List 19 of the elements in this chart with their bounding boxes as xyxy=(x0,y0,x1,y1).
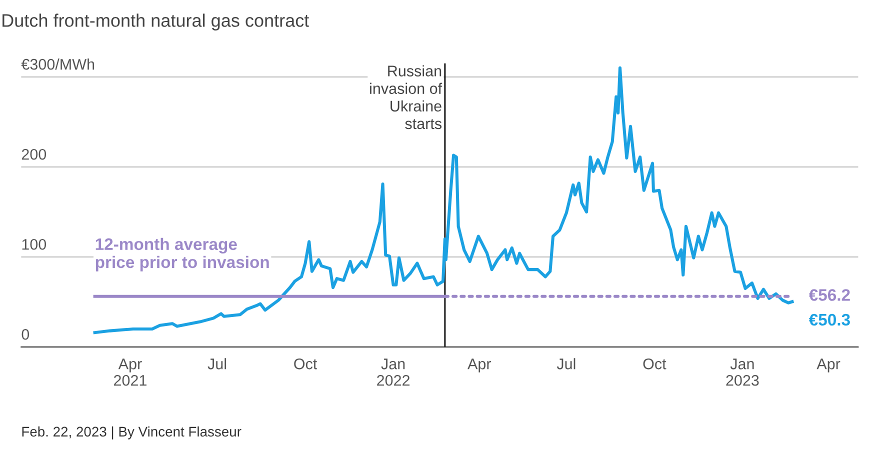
ref-line-label: Russian invasion of Ukraine starts xyxy=(370,65,442,130)
x-tick-label: Jan 2022 xyxy=(377,358,410,386)
x-tick-label: Jul xyxy=(208,358,226,370)
annotation: 12-month average price prior to invasion xyxy=(96,238,269,272)
annotation: €56.2 xyxy=(808,289,850,301)
x-tick-label: Apr xyxy=(816,358,840,372)
x-tick-label: Jan 2023 xyxy=(726,358,759,386)
x-tick-label: Apr xyxy=(468,358,492,372)
x-tick-label: Oct xyxy=(643,358,666,370)
y-tick-label: 100 xyxy=(22,238,46,250)
annotation: €50.3 xyxy=(808,314,850,326)
text: Feb. 22, 2023 | By Vincent Flasseur xyxy=(22,426,242,440)
x-tick-label: Apr 2021 xyxy=(114,358,146,386)
y-tick-label: 0 xyxy=(22,328,30,340)
x-tick-label: Oct xyxy=(294,358,318,370)
chart-title: Dutch front-month natural gas contract xyxy=(2,14,310,30)
y-tick-label: 200 xyxy=(22,148,46,160)
y-tick-label: €300/MWh xyxy=(21,58,94,70)
x-tick-label: Jul xyxy=(556,358,576,370)
